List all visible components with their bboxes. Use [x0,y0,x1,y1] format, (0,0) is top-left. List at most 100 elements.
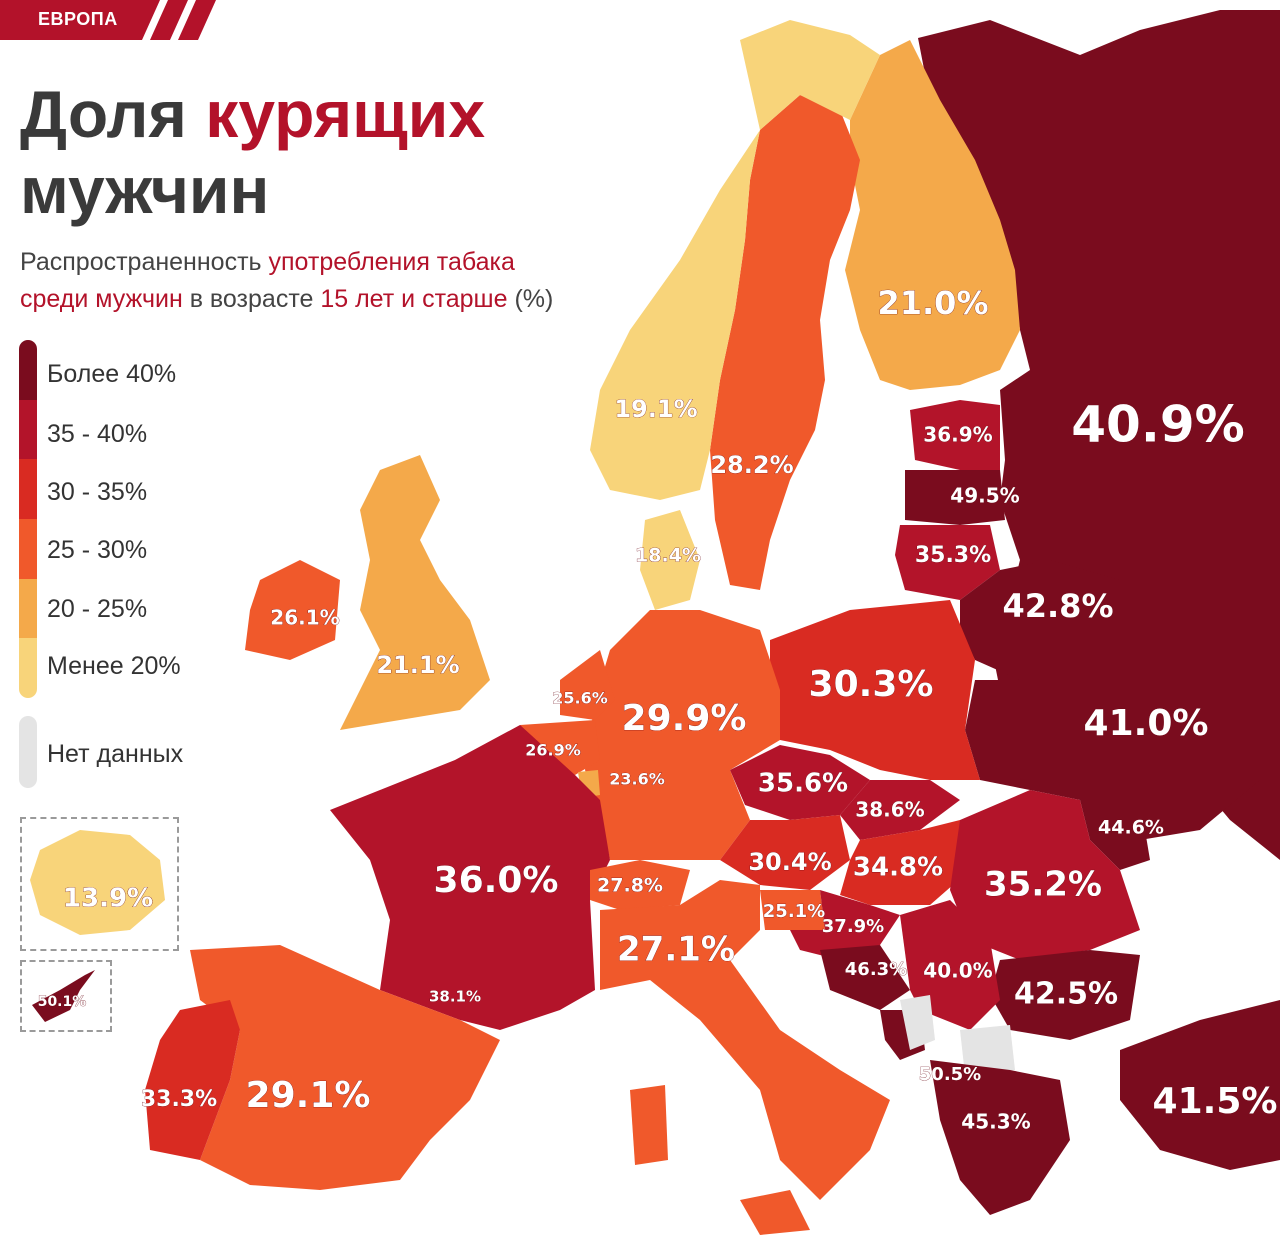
value-label-bosnia: 46.3% [845,959,907,980]
value-label-moldova: 44.6% [1098,817,1164,839]
value-label-portugal: 33.3% [141,1087,217,1112]
value-label-bulgaria: 42.5% [1014,977,1118,1012]
region-croatia [790,890,900,960]
value-label-serbia: 40.0% [923,959,992,983]
legend-nodata-label: Нет данных [47,740,184,768]
value-label-belarus: 42.8% [1002,587,1113,625]
region-belgium [520,720,600,775]
region-spain [190,945,500,1190]
value-label-france: 36.0% [434,860,559,901]
iceland-inset-frame [20,817,179,951]
value-label-poland: 30.3% [809,664,934,705]
region-ireland [245,560,340,660]
region-netherlands [560,650,615,720]
cyprus-inset-frame [20,960,112,1032]
region-slovakia [840,780,960,840]
legend-swatch-25-30 [19,518,37,579]
subtitle-part: в возрасте [182,285,321,313]
legend-swatch-over40 [19,340,37,400]
value-label-switzerland: 27.8% [597,875,663,897]
region-italy [600,880,890,1200]
region-moldova [1080,800,1150,870]
header-tag-shape [0,0,216,40]
legend-label: 25 - 30% [47,536,148,564]
region-sicily [740,1190,810,1235]
value-label-germany: 29.9% [622,698,747,739]
value-label-spain: 29.1% [246,1075,371,1116]
region-uk [340,455,490,730]
value-label-czechia: 35.6% [758,769,848,799]
region-iceland [30,830,165,935]
value-label-latvia: 49.5% [950,484,1019,508]
legend-swatch-30-35 [19,459,37,519]
value-label-hungary: 34.8% [853,853,943,883]
value-label-luxembourg: 23.6% [609,770,665,789]
value-label-italy: 27.1% [617,930,735,970]
region-ukraine [965,670,1260,840]
value-label-sweden: 28.2% [710,451,793,479]
value-label-montenegro: 50.5% [919,1064,981,1085]
region-bulgaria [990,950,1140,1040]
subtitle-accent: употребления табака [268,248,515,276]
region-bosnia [820,945,910,1010]
region-czechia [730,745,870,820]
region-austria [720,815,850,890]
value-label-finland: 21.0% [877,284,988,322]
legend-label: Менее 20% [47,652,181,680]
value-label-ukraine: 41.0% [1084,703,1209,744]
value-label-turkey: 41.5% [1153,1081,1278,1122]
region-poland [770,600,980,780]
title-part1: Доля [20,77,206,151]
region-belarus [960,560,1140,680]
legend-label: 30 - 35% [47,478,148,506]
region-switzerland [590,860,690,910]
value-label-estonia: 36.9% [923,423,992,447]
region-estonia [910,400,1000,470]
value-label-norway: 19.1% [614,395,697,423]
legend-swatch-under20 [19,638,37,698]
value-label-united-kingdom: 21.1% [376,651,459,679]
region-portugal [145,1000,240,1160]
legend-label: Более 40% [47,360,177,388]
value-label-cyprus: 50.1% [38,994,87,1010]
subtitle-part: (%) [507,285,554,313]
page-title: Доля курящих мужчин [20,76,485,228]
region-sardinia [630,1085,668,1165]
region-turkey [1120,1000,1280,1170]
value-label-iceland: 13.9% [63,884,153,914]
legend-swatch-20-25 [19,578,37,639]
value-label-lithuania: 35.3% [915,543,991,568]
region-denmark [640,510,700,610]
legend-color-bar [19,340,37,698]
region-slovenia [760,890,825,930]
region-hungary [840,820,970,905]
legend-label: 20 - 25% [47,595,148,623]
region-sweden [710,95,860,590]
region-norway [590,20,880,500]
title-line2: мужчин [20,153,270,227]
subtitle-part: Распространенность [20,248,269,276]
region-france [330,725,610,1030]
region-nodata-balkans [900,995,1015,1075]
value-label-netherlands: 25.6% [552,689,608,708]
region-romania [950,790,1140,960]
value-label-austria: 30.4% [748,848,831,876]
subtitle-accent: 15 лет и старше [320,285,508,313]
title-accent: курящих [205,77,486,151]
value-label-denmark: 18.4% [635,545,701,567]
region-germany [585,610,780,860]
subtitle: Распространенность употребления табака с… [20,244,553,318]
subtitle-accent: среди мужчин [20,285,183,313]
value-label-greece: 45.3% [961,1110,1030,1134]
region-lithuania [895,525,1000,600]
region-latvia [905,470,1005,525]
value-label-monaco: 38.1% [429,988,481,1006]
region-finland [845,40,1020,390]
legend-label: 35 - 40% [47,420,148,448]
header-tag: ЕВРОПА [38,9,118,29]
value-label-belgium: 26.9% [525,741,581,760]
value-label-slovenia: 25.1% [763,901,825,922]
legend-swatch-nodata [19,716,37,788]
value-label-russia: 40.9% [1071,396,1244,454]
